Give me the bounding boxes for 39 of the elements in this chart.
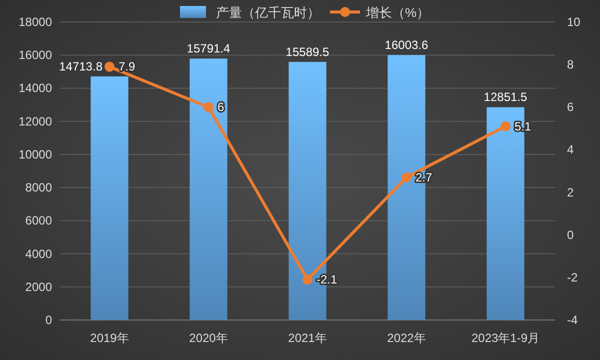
x-tick-label: 2021年 xyxy=(288,331,327,345)
data-label: 12851.5 xyxy=(484,90,528,104)
y2-tick-label: -4 xyxy=(567,313,578,327)
y2-tick-label: -2 xyxy=(567,270,578,284)
x-tick-label: 2022年 xyxy=(387,331,426,345)
y2-tick-label: 10 xyxy=(567,15,581,29)
data-label: 15589.5 xyxy=(286,44,330,59)
y-tick-label: 2000 xyxy=(25,280,52,294)
bar xyxy=(190,58,228,320)
point xyxy=(402,172,412,182)
data-label: 15791.4 xyxy=(186,42,231,56)
point xyxy=(104,62,114,72)
data-label: 7.9 xyxy=(118,60,136,74)
point xyxy=(302,274,312,285)
legend-label: 产量（亿千瓦时） xyxy=(216,5,320,20)
y-tick-label: 8000 xyxy=(25,180,52,195)
y-tick-label: 10000 xyxy=(18,147,52,162)
data-label: 6 xyxy=(218,100,224,114)
y-tick-label: 0 xyxy=(45,313,52,327)
bar xyxy=(90,76,128,320)
x-tick-label: 2019年 xyxy=(90,331,129,345)
y-tick-label: 18000 xyxy=(18,15,52,29)
y-tick-label: 6000 xyxy=(25,214,52,228)
y-tick-label: 4000 xyxy=(25,246,52,261)
data-label: 14713.8 xyxy=(59,59,103,74)
legend-label: 增长（%） xyxy=(365,5,430,20)
y2-tick-label: 8 xyxy=(567,58,574,72)
y-tick-label: 16000 xyxy=(18,48,52,62)
x-tick-label: 2023年1-9月 xyxy=(471,331,540,345)
point xyxy=(204,102,214,112)
y2-tick-label: 2 xyxy=(567,185,574,200)
y2-tick-label: 6 xyxy=(567,100,574,114)
y2-tick-label: 0 xyxy=(567,228,574,242)
y-tick-label: 12000 xyxy=(18,114,52,128)
x-tick-label: 2020年 xyxy=(189,331,228,345)
y-tick-label: 14000 xyxy=(18,81,52,96)
point xyxy=(500,121,510,132)
y2-tick-label: 4 xyxy=(567,142,574,157)
data-label: 16003.6 xyxy=(384,38,429,52)
